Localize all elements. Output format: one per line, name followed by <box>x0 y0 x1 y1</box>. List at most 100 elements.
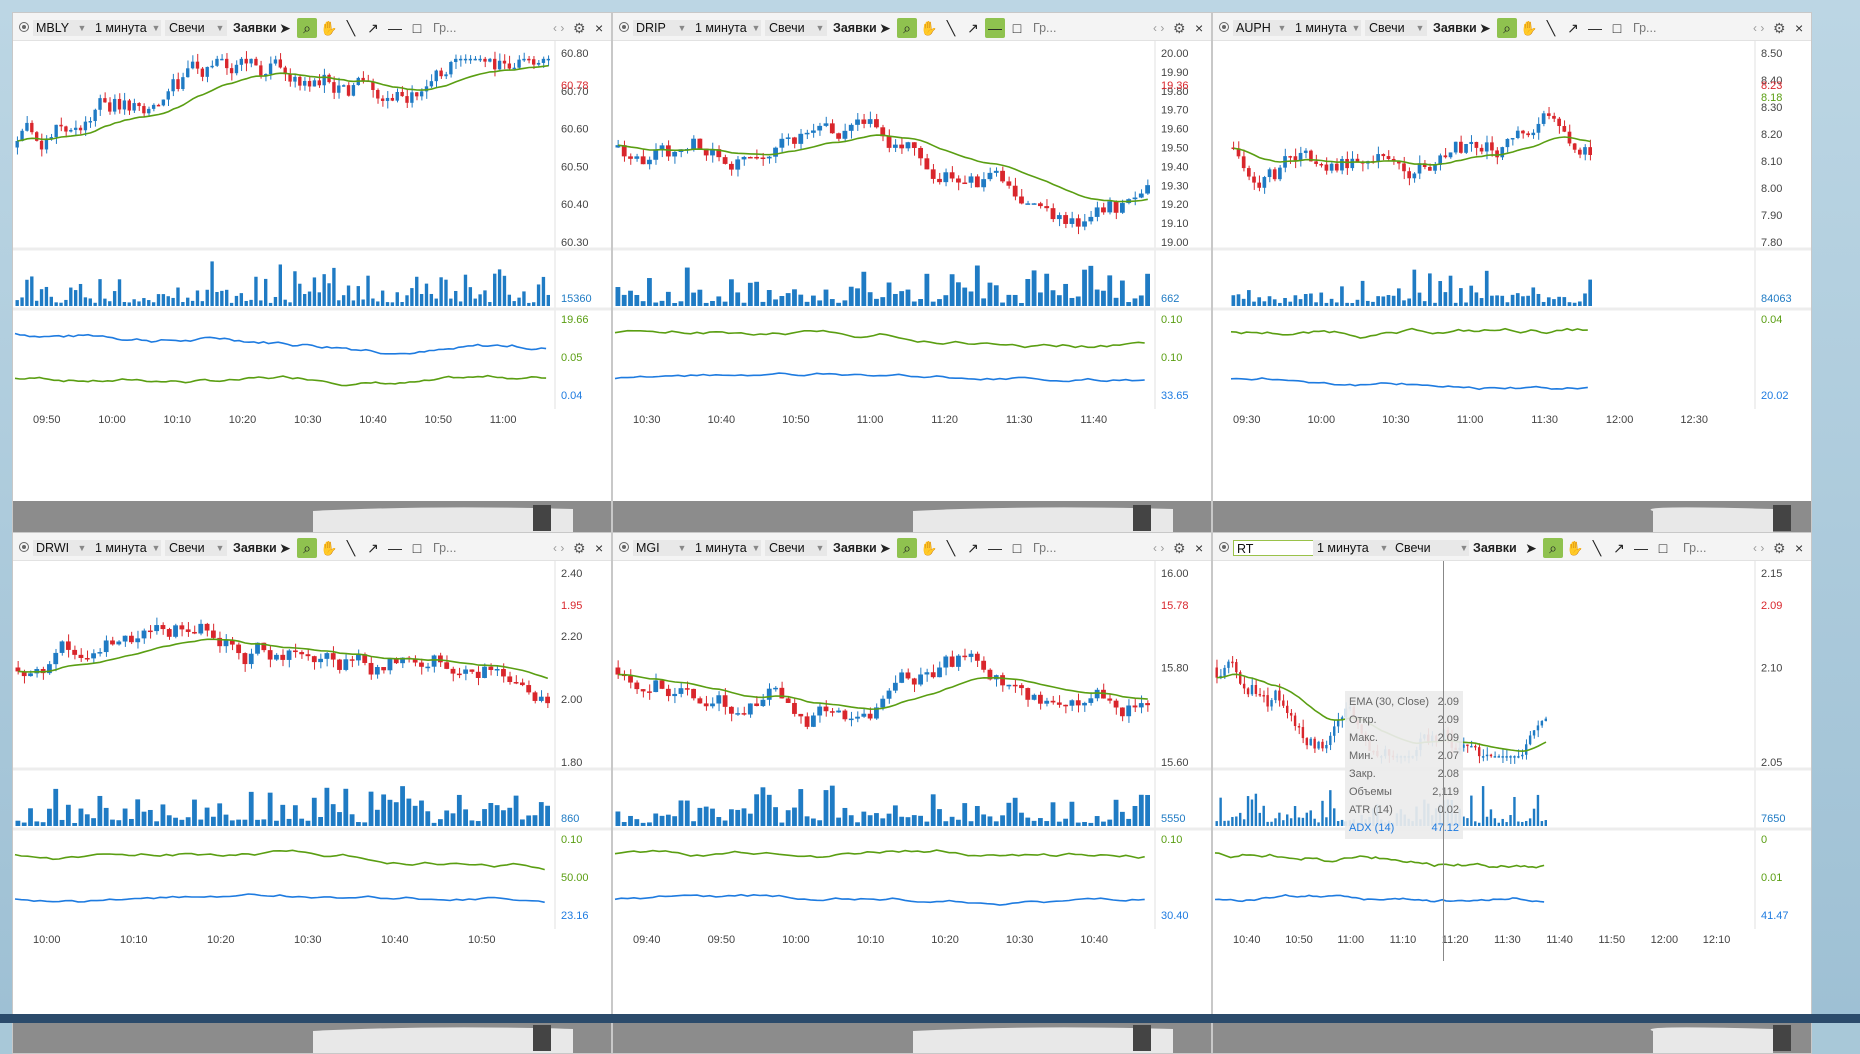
rect-tool-icon[interactable]: □ <box>1012 20 1022 36</box>
rect-tool-icon[interactable]: □ <box>1612 20 1622 36</box>
ticker-input[interactable]: MBLY <box>33 20 91 36</box>
hand-icon[interactable]: ✋ <box>1566 540 1584 556</box>
close-icon[interactable]: × <box>1195 20 1204 36</box>
arrow-tool-icon[interactable]: ↗ <box>367 20 379 36</box>
hand-icon[interactable]: ✋ <box>1520 20 1538 36</box>
price-chart[interactable]: 60.80 60.70 60.60 60.50 60.40 60.30 60.78 15360… <box>13 41 612 503</box>
hand-icon[interactable]: ✋ <box>920 540 938 556</box>
line-tool-icon[interactable]: ╲ <box>1546 20 1556 36</box>
ticker-input[interactable]: MGI <box>633 540 691 556</box>
chevron-down-icon[interactable]: ▼ <box>215 23 225 33</box>
ticker-input[interactable]: DRWI <box>33 540 91 556</box>
chart-type-select[interactable]: Свечи <box>765 20 827 36</box>
arrow-tool-icon[interactable]: ↗ <box>367 540 379 556</box>
pin-icon[interactable] <box>619 542 629 552</box>
close-icon[interactable]: × <box>595 20 604 36</box>
hline-tool-icon[interactable]: — <box>985 18 1005 38</box>
zoom-icon[interactable]: ⌕ <box>1543 538 1563 558</box>
gear-icon[interactable]: ⚙ <box>573 20 586 36</box>
ticker-input[interactable]: DRIP <box>633 20 691 36</box>
timeframe-select[interactable]: 1 минута <box>91 20 161 36</box>
arrow-tool-icon[interactable]: ↗ <box>967 540 979 556</box>
gear-icon[interactable]: ⚙ <box>573 540 586 556</box>
chevron-down-icon[interactable]: ▼ <box>77 23 87 33</box>
zoom-icon[interactable]: ⌕ <box>297 538 317 558</box>
chevron-down-icon[interactable]: ▼ <box>1351 23 1361 33</box>
navigator-scrollbar[interactable] <box>1213 501 1811 533</box>
hline-tool-icon[interactable]: — <box>988 540 1002 556</box>
chevron-down-icon[interactable]: ▼ <box>1459 543 1469 553</box>
chart-panel-drip[interactable]: DRIP ▼ 1 минута ▼ Свечи ▼ Заявки ➤ ⌕ ✋ ╲… <box>612 12 1212 534</box>
navigator-scrollbar[interactable] <box>613 1021 1211 1053</box>
ticker-input[interactable]: AUPH <box>1233 20 1291 36</box>
orders-button[interactable]: Заявки <box>233 541 277 555</box>
rect-tool-icon[interactable]: □ <box>412 540 422 556</box>
chevron-down-icon[interactable]: ▼ <box>677 543 687 553</box>
chevron-down-icon[interactable]: ▼ <box>815 23 825 33</box>
price-chart[interactable]: 2.15 2.10 2.05 2.09 7650 0 0.01 41.47 10:40 10:50… <box>1213 561 1812 1023</box>
close-icon[interactable]: × <box>1795 20 1804 36</box>
chevron-down-icon[interactable]: ▼ <box>751 543 761 553</box>
chart-type-select[interactable]: Свечи <box>1365 20 1427 36</box>
gear-icon[interactable]: ⚙ <box>1773 540 1786 556</box>
hand-icon[interactable]: ✋ <box>320 20 338 36</box>
chevron-down-icon[interactable]: ▼ <box>215 543 225 553</box>
orders-button[interactable]: Заявки <box>233 21 277 35</box>
orders-button[interactable]: Заявки <box>1473 541 1517 555</box>
chevron-down-icon[interactable]: ▼ <box>151 543 161 553</box>
line-tool-icon[interactable]: ╲ <box>1592 540 1602 556</box>
navigator-scrollbar[interactable] <box>613 501 1211 533</box>
arrow-tool-icon[interactable]: ↗ <box>1613 540 1625 556</box>
close-icon[interactable]: × <box>1795 540 1804 556</box>
chevron-down-icon[interactable]: ▼ <box>751 23 761 33</box>
gear-icon[interactable]: ⚙ <box>1173 540 1186 556</box>
chevron-down-icon[interactable]: ▼ <box>1415 23 1425 33</box>
nav-arrows-icon[interactable]: ‹ › <box>1153 541 1165 555</box>
chart-menu-label[interactable]: Гр... <box>1633 21 1657 35</box>
chevron-down-icon[interactable]: ▼ <box>1277 23 1287 33</box>
timeframe-select[interactable]: 1 минута <box>91 540 161 556</box>
chevron-down-icon[interactable]: ▼ <box>151 23 161 33</box>
timeframe-select[interactable]: 1 минута <box>1291 20 1361 36</box>
chart-panel-mgi[interactable]: MGI ▼ 1 минута ▼ Свечи ▼ Заявки ➤ ⌕ ✋ ╲ … <box>612 532 1212 1054</box>
hline-tool-icon[interactable]: — <box>388 20 402 36</box>
ticker-input[interactable]: RT <box>1233 540 1329 556</box>
line-tool-icon[interactable]: ╲ <box>346 540 356 556</box>
orders-button[interactable]: Заявки <box>1433 21 1477 35</box>
chart-menu-label[interactable]: Гр... <box>433 541 457 555</box>
chart-menu-label[interactable]: Гр... <box>1033 541 1057 555</box>
cursor-icon[interactable]: ➤ <box>279 20 291 36</box>
gear-icon[interactable]: ⚙ <box>1173 20 1186 36</box>
nav-arrows-icon[interactable]: ‹ › <box>1753 21 1765 35</box>
pin-icon[interactable] <box>1219 22 1229 32</box>
chart-menu-label[interactable]: Гр... <box>433 21 457 35</box>
timeframe-select[interactable]: 1 минута <box>691 20 761 36</box>
hline-tool-icon[interactable]: — <box>388 540 402 556</box>
line-tool-icon[interactable]: ╲ <box>946 20 956 36</box>
chevron-down-icon[interactable]: ▼ <box>677 23 687 33</box>
chevron-down-icon[interactable]: ▼ <box>1379 543 1389 553</box>
hline-tool-icon[interactable]: — <box>1634 540 1648 556</box>
arrow-tool-icon[interactable]: ↗ <box>967 20 979 36</box>
timeframe-select[interactable]: 1 минута <box>1313 540 1391 556</box>
nav-arrows-icon[interactable]: ‹ › <box>1753 541 1765 555</box>
price-chart[interactable]: 16.00 15.80 15.60 15.78 5550 0.10 30.40 09:40 09… <box>613 561 1212 1023</box>
zoom-icon[interactable]: ⌕ <box>897 18 917 38</box>
zoom-icon[interactable]: ⌕ <box>297 18 317 38</box>
navigator-scrollbar[interactable] <box>13 501 611 533</box>
pin-icon[interactable] <box>1219 542 1229 552</box>
chart-type-select[interactable]: Свечи <box>1391 540 1469 556</box>
line-tool-icon[interactable]: ╲ <box>346 20 356 36</box>
pin-icon[interactable] <box>619 22 629 32</box>
orders-button[interactable]: Заявки <box>833 21 877 35</box>
close-icon[interactable]: × <box>595 540 604 556</box>
cursor-icon[interactable]: ➤ <box>1525 540 1537 556</box>
zoom-icon[interactable]: ⌕ <box>897 538 917 558</box>
rect-tool-icon[interactable]: □ <box>1012 540 1022 556</box>
price-chart[interactable]: 8.50 8.40 8.30 8.20 8.10 8.00 7.90 7.80 8.238.18… <box>1213 41 1812 503</box>
pin-icon[interactable] <box>19 542 29 552</box>
rect-tool-icon[interactable]: □ <box>412 20 422 36</box>
zoom-icon[interactable]: ⌕ <box>1497 18 1517 38</box>
chart-panel-mbly[interactable]: MBLY ▼ 1 минута ▼ Свечи ▼ Заявки ➤ ⌕ ✋ ╲… <box>12 12 612 534</box>
hline-tool-icon[interactable]: — <box>1588 20 1602 36</box>
